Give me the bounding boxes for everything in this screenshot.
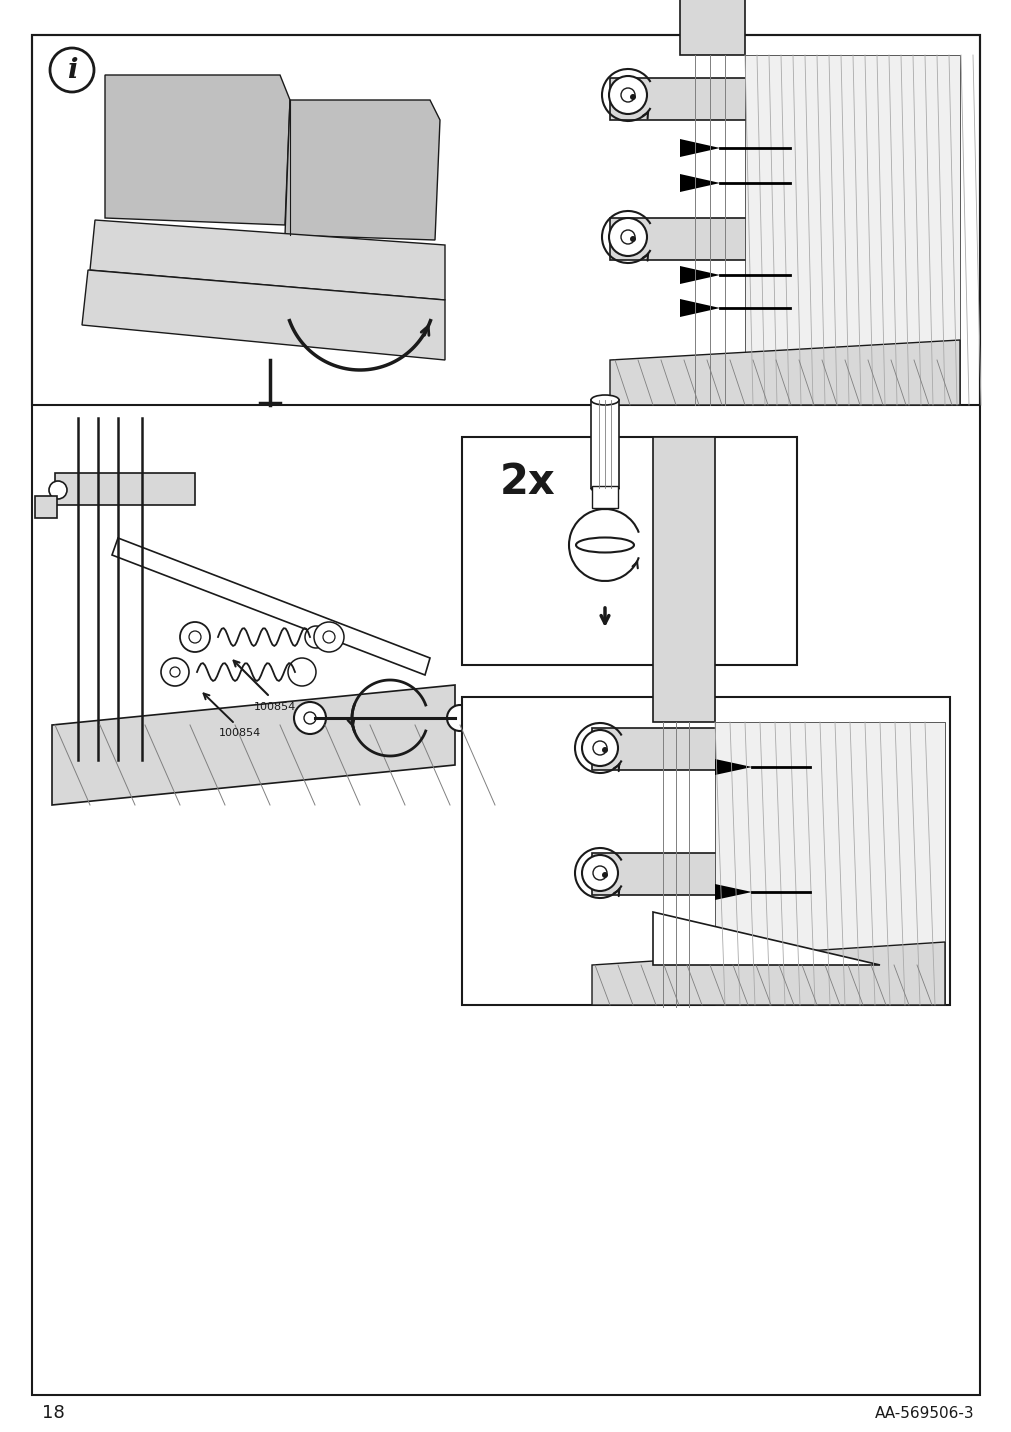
Bar <box>590 400 619 488</box>
Ellipse shape <box>590 395 619 405</box>
Circle shape <box>581 730 618 766</box>
Circle shape <box>609 76 646 115</box>
Bar <box>462 437 797 664</box>
Text: i: i <box>67 56 77 83</box>
Circle shape <box>161 657 189 686</box>
Polygon shape <box>105 74 290 225</box>
Bar <box>32 34 979 405</box>
Circle shape <box>50 49 94 92</box>
Polygon shape <box>715 759 751 775</box>
Bar <box>55 473 195 505</box>
Circle shape <box>630 236 635 242</box>
Bar <box>652 437 715 722</box>
Text: 100854: 100854 <box>254 702 296 712</box>
Circle shape <box>621 87 634 102</box>
Bar <box>610 77 809 120</box>
Bar <box>591 853 776 895</box>
Circle shape <box>294 702 326 735</box>
Circle shape <box>303 712 315 725</box>
Circle shape <box>447 705 472 730</box>
Ellipse shape <box>575 537 633 553</box>
Polygon shape <box>679 266 719 284</box>
Bar <box>462 697 949 1005</box>
Polygon shape <box>112 538 430 674</box>
Circle shape <box>180 621 210 652</box>
Circle shape <box>170 667 180 677</box>
Circle shape <box>630 95 635 100</box>
Polygon shape <box>744 54 959 405</box>
Text: 2x: 2x <box>499 461 555 503</box>
Polygon shape <box>715 722 944 1005</box>
Bar <box>679 0 744 54</box>
Text: 18: 18 <box>42 1403 65 1422</box>
Circle shape <box>49 481 67 498</box>
Circle shape <box>592 866 607 881</box>
Circle shape <box>609 218 646 256</box>
Circle shape <box>621 231 634 243</box>
Polygon shape <box>679 299 719 316</box>
Polygon shape <box>679 175 719 192</box>
Circle shape <box>581 855 618 891</box>
Text: 100854: 100854 <box>218 727 261 737</box>
Polygon shape <box>679 139 719 158</box>
Polygon shape <box>652 912 880 965</box>
Bar <box>35 495 57 518</box>
Polygon shape <box>715 884 751 899</box>
Circle shape <box>602 872 608 878</box>
Polygon shape <box>90 221 445 299</box>
Polygon shape <box>591 942 944 1005</box>
Circle shape <box>323 632 335 643</box>
Bar <box>591 485 618 508</box>
Circle shape <box>592 740 607 755</box>
Text: AA-569506-3: AA-569506-3 <box>875 1405 974 1421</box>
Circle shape <box>288 657 315 686</box>
Polygon shape <box>52 684 455 805</box>
Bar <box>591 727 776 770</box>
Circle shape <box>313 621 344 652</box>
Polygon shape <box>610 339 959 405</box>
Polygon shape <box>285 100 440 241</box>
Circle shape <box>189 632 201 643</box>
Circle shape <box>602 748 608 753</box>
Polygon shape <box>82 271 445 359</box>
Bar <box>610 218 809 261</box>
Circle shape <box>304 626 327 649</box>
